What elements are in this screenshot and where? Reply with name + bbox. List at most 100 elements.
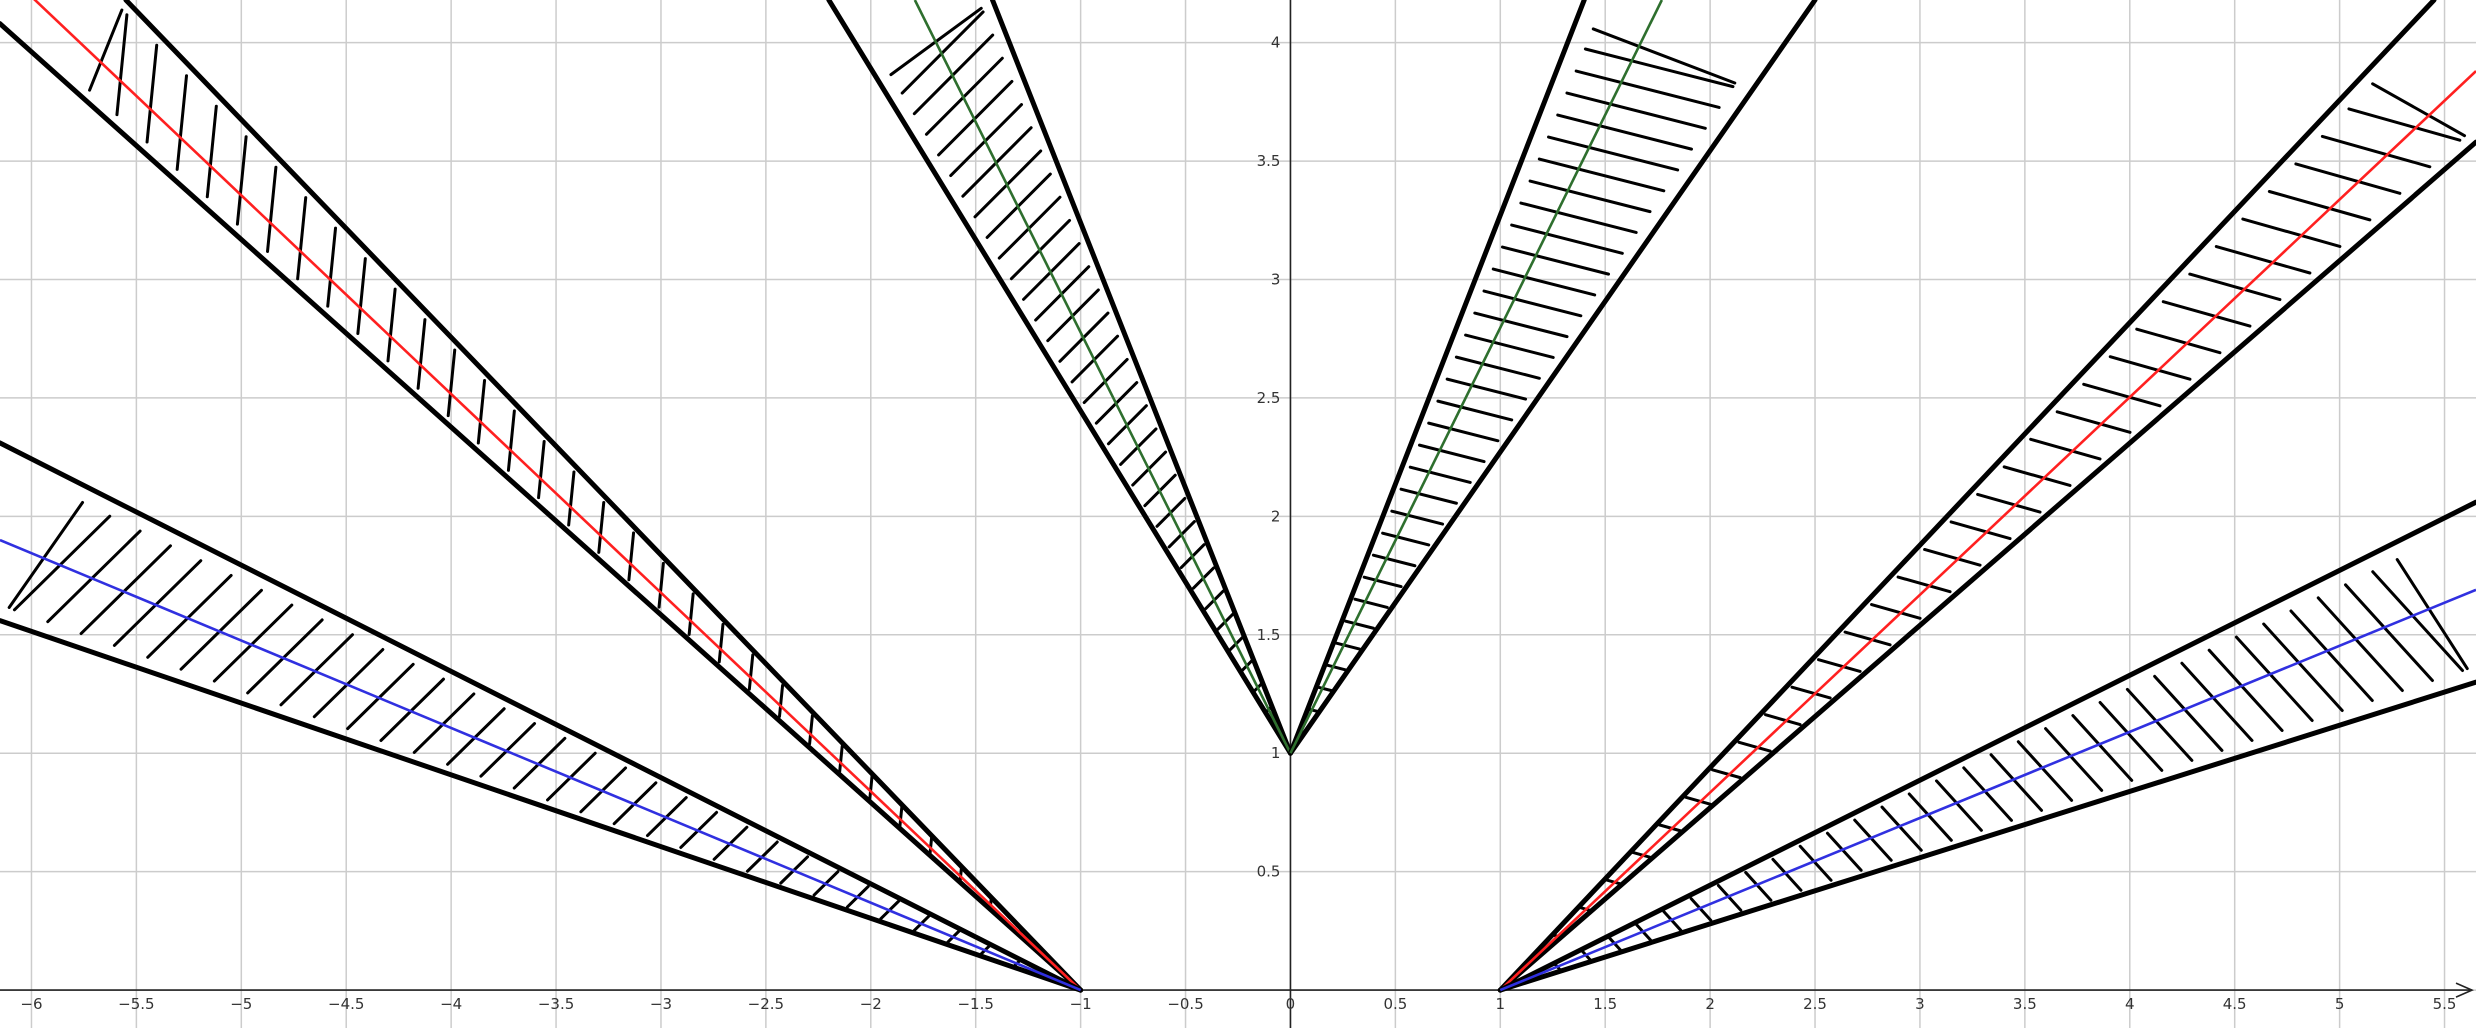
x-tick-label: −4.5 xyxy=(328,995,364,1013)
hatch-line xyxy=(717,622,725,664)
hatch-line xyxy=(1537,157,1666,193)
x-tick-label: 1 xyxy=(1496,995,1506,1013)
wedge-edge xyxy=(0,618,1084,993)
x-tick-label: 5 xyxy=(2335,995,2345,1013)
hatch-line xyxy=(1335,641,1362,651)
hatch-line xyxy=(2371,82,2467,138)
hatch-line xyxy=(546,751,597,802)
y-tick-label: 1 xyxy=(1271,744,1281,762)
hatch-line xyxy=(1710,768,1742,780)
hatch-line xyxy=(1362,575,1403,589)
series-line-0 xyxy=(913,0,1292,754)
wedge-edge xyxy=(0,21,1084,993)
tick-labels: −6 −5.5 −5 −4.5 −4 −3.5 −3 −2.5 −2 −1.5 −1 −0.5 0 0.5… xyxy=(20,34,2456,1013)
hatch-line xyxy=(1962,766,2013,822)
hatch-line xyxy=(2016,740,2074,802)
hatch-line xyxy=(2294,162,2402,195)
hatch-line xyxy=(838,744,844,773)
hatch-line xyxy=(2055,410,2132,434)
hatch-line xyxy=(567,470,576,527)
y-tick-label: 3.5 xyxy=(1257,152,1281,170)
hatch-line xyxy=(2267,189,2372,222)
x-tick-label: −5 xyxy=(230,995,252,1013)
hatch-line xyxy=(537,440,546,500)
hatch-line xyxy=(1325,663,1348,672)
x-axis-arrow xyxy=(2455,982,2474,998)
hatch-line xyxy=(898,805,904,828)
series-line-3 xyxy=(1499,70,2476,992)
hatch-line xyxy=(1381,531,1431,547)
hatch-line xyxy=(146,573,233,659)
wedge-1 xyxy=(1287,0,1818,756)
hatch-line xyxy=(687,592,695,636)
wedge-edge xyxy=(989,0,1293,756)
hatch-line xyxy=(1843,630,1892,647)
hatch-line xyxy=(1417,443,1486,464)
hatch-line xyxy=(1790,685,1832,700)
x-tick-label: −0.5 xyxy=(1167,995,1203,1013)
wedge-edge xyxy=(1287,0,1587,756)
wedge-3 xyxy=(1497,0,2476,993)
x-tick-label: 3.5 xyxy=(2013,995,2037,1013)
hatch-line xyxy=(205,104,218,199)
hatch-line xyxy=(1763,713,1802,727)
hatch-line xyxy=(1510,223,1624,255)
x-tick-label: −1 xyxy=(1070,995,1092,1013)
x-tick-label: −1.5 xyxy=(957,995,993,1013)
hatch-line xyxy=(1316,685,1334,693)
y-tick-label: 2 xyxy=(1271,507,1281,525)
hatch-line xyxy=(1399,487,1458,505)
hatch-line xyxy=(1657,823,1682,833)
hatch-line xyxy=(597,500,606,554)
hatch-line xyxy=(958,866,963,883)
hatch-line xyxy=(2207,648,2284,732)
hatch-line xyxy=(1427,421,1500,443)
hatch-line xyxy=(2395,558,2469,671)
hatch-line xyxy=(2234,635,2314,722)
x-tick-label: 4 xyxy=(2125,995,2135,1013)
wedge-4 xyxy=(0,440,1084,993)
hatch-line xyxy=(88,8,124,92)
hatch-line xyxy=(1976,492,2042,514)
hatch-line xyxy=(1907,792,1953,842)
hatch-line xyxy=(1491,267,1597,297)
hatch-line xyxy=(1817,658,1862,673)
hatch-line xyxy=(1880,805,1923,852)
hatch-line xyxy=(235,135,248,226)
x-tick-label: 5.5 xyxy=(2433,995,2457,1013)
y-tick-label: 3 xyxy=(1271,271,1281,289)
hatch-line xyxy=(1923,547,1982,567)
hatch-line xyxy=(175,74,189,171)
wedge-edge xyxy=(1497,0,2437,993)
hatch-line xyxy=(2029,437,2102,461)
hatch-line xyxy=(937,79,1014,157)
hatch-line xyxy=(1445,377,1528,401)
hatch-line xyxy=(346,662,415,731)
hatch-line xyxy=(808,714,814,746)
y-tick-label: 2.5 xyxy=(1257,389,1281,407)
y-tick-label: 0.5 xyxy=(1257,863,1281,881)
hatch-line xyxy=(1547,135,1680,172)
hatch-line xyxy=(479,722,537,778)
hatch-line xyxy=(1853,818,1893,862)
x-tick-label: 1.5 xyxy=(1593,995,1617,1013)
hatch-line xyxy=(1825,831,1863,872)
hatch-line xyxy=(2316,596,2404,693)
hatch-line xyxy=(912,33,995,116)
hatch-line xyxy=(1716,884,1743,912)
wedge-5 xyxy=(1497,499,2476,993)
wedge-edge xyxy=(826,0,1293,756)
hatch-line xyxy=(1631,850,1652,859)
x-tick-label: 3 xyxy=(1915,995,1925,1013)
hatch-line xyxy=(2347,107,2462,142)
wedge-edge xyxy=(1497,499,2476,993)
hatch-line xyxy=(446,348,457,418)
hatch-line xyxy=(2289,609,2374,703)
hatch-line xyxy=(279,633,354,707)
hatch-line xyxy=(657,561,665,609)
hatch-line xyxy=(2153,674,2224,752)
hatch-line xyxy=(2108,355,2192,381)
hatch-line xyxy=(1771,857,1803,892)
hatch-line xyxy=(868,775,874,801)
